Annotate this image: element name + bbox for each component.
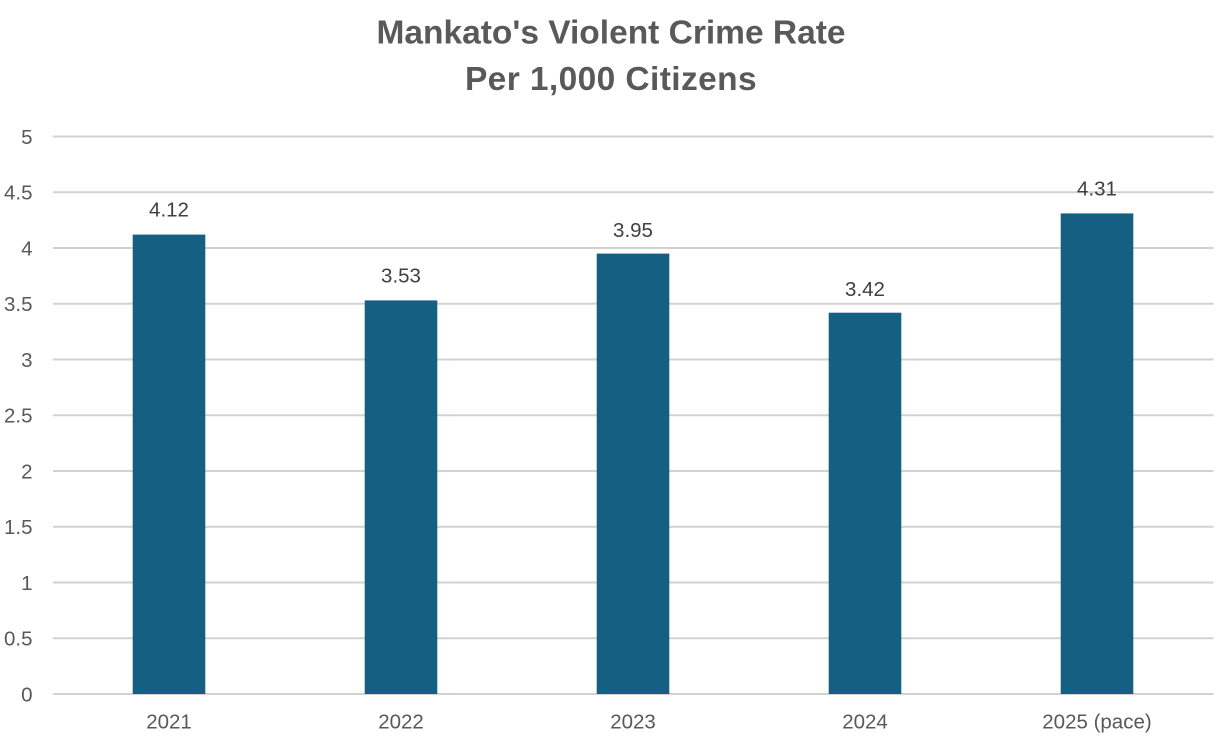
- svg-text:3.95: 3.95: [613, 219, 653, 242]
- svg-text:4.31: 4.31: [1077, 177, 1117, 200]
- svg-text:1: 1: [21, 572, 32, 595]
- svg-text:2023: 2023: [610, 710, 656, 733]
- svg-text:1.5: 1.5: [4, 516, 33, 539]
- svg-text:2025 (pace): 2025 (pace): [1042, 710, 1151, 733]
- svg-text:4.12: 4.12: [149, 199, 189, 222]
- svg-text:0: 0: [21, 683, 32, 706]
- svg-text:2021: 2021: [146, 710, 192, 733]
- svg-text:0.5: 0.5: [4, 628, 33, 651]
- svg-text:2.5: 2.5: [4, 405, 33, 428]
- svg-text:2024: 2024: [842, 710, 888, 733]
- svg-text:2: 2: [21, 460, 32, 483]
- svg-text:3.53: 3.53: [381, 264, 421, 287]
- svg-text:Mankato's Violent Crime Rate: Mankato's Violent Crime Rate: [376, 15, 845, 52]
- svg-text:Per 1,000 Citizens: Per 1,000 Citizens: [465, 61, 757, 98]
- svg-text:2022: 2022: [378, 710, 424, 733]
- svg-text:5: 5: [21, 126, 32, 149]
- svg-text:3.42: 3.42: [845, 278, 885, 301]
- svg-text:3: 3: [21, 349, 32, 372]
- svg-text:4: 4: [21, 237, 32, 260]
- svg-text:3.5: 3.5: [4, 293, 33, 316]
- svg-text:4.5: 4.5: [4, 182, 33, 205]
